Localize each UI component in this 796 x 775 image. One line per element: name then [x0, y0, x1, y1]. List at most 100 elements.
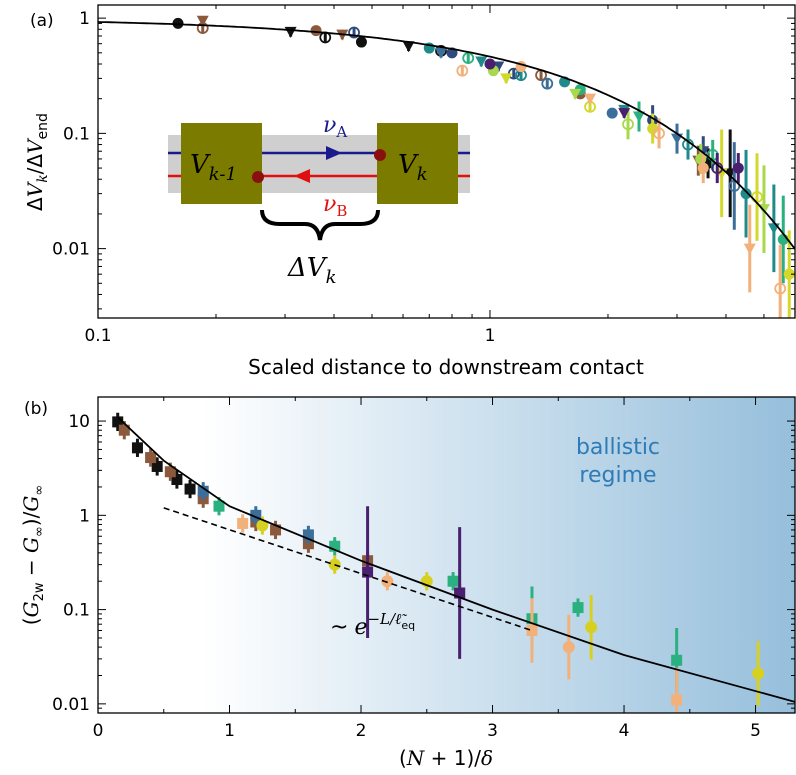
edge-a-arrow — [326, 146, 342, 160]
panel-a-point-steel — [435, 47, 448, 59]
panel-a-label: (a) — [30, 11, 54, 31]
panel-a-ytick-label: 0.01 — [52, 240, 90, 260]
panel-b-point-black — [112, 412, 124, 432]
svg-text:ΔVk/ΔVend: ΔVk/ΔVend — [23, 113, 51, 211]
panel-b-point-black — [184, 479, 196, 499]
panel-b-point-steel — [302, 525, 314, 545]
panel-a-xlabel: Scaled distance to downstream contact — [248, 355, 644, 379]
panel-a-ylabel: ΔVk/ΔVend — [23, 113, 51, 211]
panel-b-ytick-label: 1 — [79, 506, 90, 526]
panel-a-point-peach — [774, 244, 787, 318]
panel-b-point-peach — [381, 572, 394, 591]
panel-b-xtick-label: 3 — [487, 721, 498, 741]
ballistic-region — [203, 397, 796, 713]
panel-a-point-yellow — [751, 153, 763, 241]
panel-b-point-black — [151, 457, 163, 476]
right-contact-dot — [374, 149, 386, 161]
panel-a-point-steel — [606, 107, 618, 119]
panel-b-point-brown — [145, 448, 157, 467]
panel-a-fit-curve — [98, 21, 795, 250]
panel-b-annotation: ~ e−L/ℓ̃eq — [330, 610, 415, 640]
left-contact-dot — [252, 171, 264, 183]
panel-b-point-green — [572, 598, 584, 617]
panel-a-point-peach — [653, 118, 665, 149]
panel-b-fit-curve — [117, 416, 795, 703]
panel-b-point-black — [131, 438, 143, 457]
left-contact-label: Vk-1 — [190, 150, 237, 185]
panel-a-point-brown — [310, 25, 322, 37]
svg-text:(G2w − G∞)/G∞: (G2w − G∞)/G∞ — [19, 485, 47, 625]
panel-b-xtick-label: 2 — [356, 721, 367, 741]
panel-a-point-purple — [484, 58, 496, 70]
panel-a-xtick-label: 1 — [485, 326, 496, 346]
panel-b-point-black — [171, 470, 183, 489]
panel-a-point-steel — [541, 77, 554, 90]
panel-a-point-peach — [743, 204, 756, 293]
panel-b-xtick-label: 1 — [224, 721, 235, 741]
panel-a-ytick-label: 1 — [79, 9, 90, 29]
panel-a-point-yellow — [500, 73, 513, 85]
panel-a-point-teal — [740, 149, 752, 238]
panel-b-point-steel — [250, 506, 262, 525]
panel-a-xtick-label: 0.1 — [84, 326, 111, 346]
panel-a-frame — [97, 4, 796, 319]
panel-b-point-green — [213, 497, 225, 516]
panel-b-xlabel: (N + 1)/δ — [399, 746, 493, 770]
panel-a-point-black — [355, 36, 367, 48]
panel-a-point-peach — [584, 93, 597, 105]
panel-b-point-green — [447, 572, 459, 591]
panel-a-point-purple — [618, 108, 631, 120]
panel-b-xtick-label: 5 — [750, 721, 761, 741]
panel-b-point-brown — [270, 520, 282, 540]
svg-text:(N + 1)/δ: (N + 1)/δ — [399, 746, 493, 770]
panel-a-point-lime — [757, 165, 770, 253]
panel-a-point-black — [402, 41, 415, 53]
panel-a-point-steel — [671, 123, 684, 154]
panel-a-point-lime — [569, 88, 582, 100]
panel-a-ytick-label: 0.1 — [63, 124, 90, 144]
panel-b-point-peach — [671, 667, 683, 713]
panel-a-point-black — [284, 26, 297, 38]
svg-text:~e−L/ℓ̃eq: ~ e−L/ℓ̃eq — [330, 610, 415, 640]
right-contact — [377, 123, 458, 204]
ballistic-label-line2: regime — [579, 463, 656, 488]
panel-b-ytick-label: 0.1 — [63, 601, 90, 621]
panel-b-plot: ballistic regime 0 1 2 3 4 5 0.01 0.1 1 10 (b) ~ e… — [19, 396, 796, 770]
inset-schematic: Vk-1 Vk νA νB ΔVk — [168, 113, 470, 288]
panel-b-point-peach — [526, 598, 538, 663]
panel-b-label: (b) — [24, 399, 48, 419]
panel-a-point-peach — [456, 64, 469, 77]
panel-a-ticks: 0.1 1 0.01 0.1 1 — [52, 5, 796, 346]
panel-a-point-teal — [475, 56, 488, 68]
ballistic-label-line1: ballistic — [576, 435, 660, 460]
delta-v-label: ΔVk — [287, 253, 336, 288]
panel-b-ytick-label: 0.01 — [52, 695, 90, 715]
panel-a-point-green — [462, 52, 475, 64]
edge-b-arrow — [294, 169, 310, 183]
left-contact — [181, 123, 262, 204]
panel-b-xtick-label: 0 — [93, 721, 104, 741]
panel-a-plot: 0.1 1 0.01 0.1 1 (a) Scaled distance to down… — [23, 4, 796, 379]
panel-b-ylabel: (G2w − G∞)/G∞ — [19, 485, 47, 625]
panel-b-dashed-line — [163, 507, 533, 632]
panel-b-xtick-label: 4 — [619, 721, 630, 741]
panel-b-point-steel — [197, 482, 209, 501]
panel-b-point-yellow — [752, 641, 765, 706]
panel-b-point-peach — [237, 514, 249, 533]
brace — [260, 209, 380, 241]
panel-b-data-points — [112, 412, 765, 713]
nu-a-label: νA — [323, 113, 347, 141]
panel-a-point-green — [633, 101, 646, 132]
panel-b-ytick-label: 10 — [68, 412, 90, 432]
panel-b-frame — [97, 396, 796, 714]
panel-b-point-yellow — [585, 594, 598, 660]
panel-b-point-green — [329, 537, 341, 556]
right-contact-label: Vk — [398, 150, 428, 185]
panel-b-point-purple — [362, 506, 374, 638]
panel-a-point-peach — [697, 153, 709, 184]
panel-b-point-purple — [454, 527, 466, 659]
nu-b-label: νB — [323, 192, 347, 220]
panel-a-point-purple — [732, 153, 744, 184]
panel-b-point-peach — [562, 614, 575, 680]
